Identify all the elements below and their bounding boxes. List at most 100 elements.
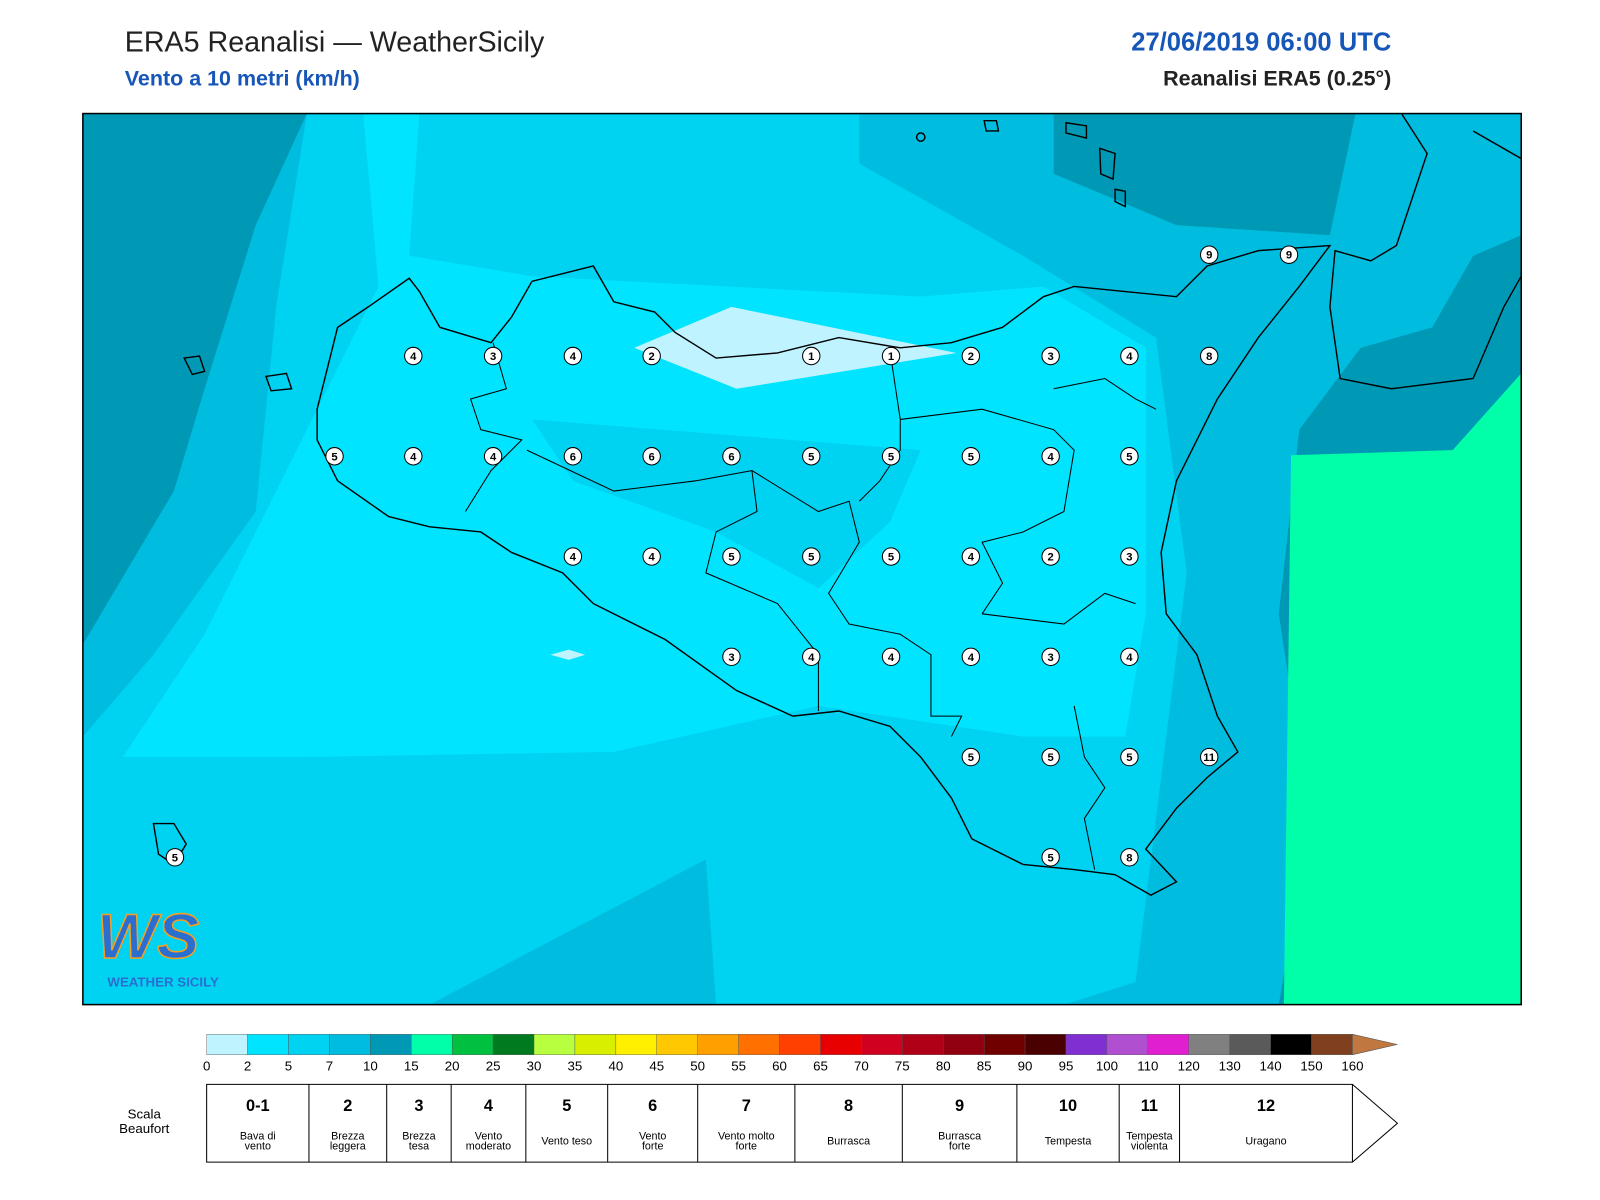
beaufort-desc: Bava di xyxy=(240,1130,276,1142)
station-value: 4 xyxy=(410,351,417,363)
station-marker xyxy=(1279,245,1299,264)
coastline xyxy=(1329,113,1522,390)
color-segment xyxy=(820,1034,862,1055)
station-value: 4 xyxy=(968,652,975,664)
colorbar-tick-label: 10 xyxy=(363,1059,378,1074)
color-segment xyxy=(1229,1034,1271,1055)
beaufort-desc: Vento molto xyxy=(718,1130,775,1142)
colorbar-tick-label: 2 xyxy=(244,1059,251,1074)
station-marker xyxy=(1041,747,1060,767)
beaufort-title: Beaufort xyxy=(119,1121,170,1136)
province-border xyxy=(465,342,1157,870)
station-marker xyxy=(1200,346,1219,366)
colorbar-tick-label: 60 xyxy=(772,1059,787,1074)
color-segment xyxy=(533,1034,576,1055)
beaufort-title: Scala xyxy=(128,1107,162,1122)
colorbar-tick-label: 110 xyxy=(1137,1059,1158,1074)
beaufort-frame xyxy=(206,1083,1399,1163)
station-marker xyxy=(1041,346,1060,366)
beaufort-force: 4 xyxy=(484,1097,494,1115)
station-value: 3 xyxy=(728,652,734,664)
color-segment xyxy=(329,1034,371,1055)
station-marker xyxy=(722,647,741,666)
colorbar-tick-label: 40 xyxy=(608,1059,623,1074)
station-marker xyxy=(1120,447,1139,466)
colorbar-tick-label: 5 xyxy=(285,1059,292,1074)
beaufort-force: 5 xyxy=(562,1097,571,1115)
colorbar-tick-label: 50 xyxy=(690,1059,705,1074)
station-marker xyxy=(1200,747,1219,767)
station-value: 5 xyxy=(1126,752,1132,764)
beaufort-desc: Burrasca xyxy=(827,1136,870,1148)
station-value: 3 xyxy=(490,351,496,363)
color-segment xyxy=(1270,1034,1312,1055)
station-marker xyxy=(1041,447,1060,466)
map-frame xyxy=(82,112,1522,1006)
color-segment xyxy=(615,1034,657,1055)
station-marker xyxy=(325,447,344,466)
station-marker xyxy=(1120,346,1139,366)
station-value: 4 xyxy=(1126,351,1133,363)
colorbar-tick-label: 30 xyxy=(527,1059,542,1074)
station-marker xyxy=(165,848,185,867)
station-value: 1 xyxy=(808,351,814,363)
color-segment xyxy=(1311,1034,1353,1055)
colorbar-tick-label: 45 xyxy=(649,1059,664,1074)
station-marker xyxy=(961,447,981,466)
station-marker xyxy=(1200,245,1219,264)
station-value: 4 xyxy=(1126,652,1133,664)
station-value: 5 xyxy=(968,752,974,764)
station-marker xyxy=(802,447,821,466)
color-segment xyxy=(983,1034,1026,1055)
color-segment xyxy=(779,1034,821,1055)
color-segment xyxy=(902,1034,944,1055)
station-marker xyxy=(483,447,503,466)
color-segment xyxy=(1065,1034,1108,1055)
station-value: 5 xyxy=(331,451,337,463)
wind-field xyxy=(550,649,586,660)
map-area xyxy=(82,113,1522,1005)
station-marker xyxy=(881,447,901,466)
station-marker xyxy=(881,647,901,666)
station-value: 4 xyxy=(570,552,577,564)
station-value: 3 xyxy=(1048,652,1054,664)
station-marker xyxy=(642,346,661,366)
station-marker xyxy=(722,447,741,466)
station-value: 4 xyxy=(570,351,577,363)
beaufort-desc: Uragano xyxy=(1245,1136,1286,1148)
station-marker xyxy=(802,547,821,566)
color-segment xyxy=(656,1034,698,1055)
station-value: 5 xyxy=(968,451,974,463)
color-segment xyxy=(738,1034,780,1055)
logo-name: WEATHER SICILY xyxy=(107,975,219,990)
beaufort-force: 0-1 xyxy=(246,1097,270,1115)
color-segment xyxy=(697,1034,739,1055)
title: ERA5 Reanalisi — WeatherSicily xyxy=(125,27,545,59)
wind-field xyxy=(82,113,307,645)
station-marker xyxy=(961,547,981,566)
station-marker xyxy=(802,647,821,666)
colorbar-tick-label: 90 xyxy=(1018,1059,1033,1074)
color-segment xyxy=(861,1034,903,1055)
colorbar-tick-label: 95 xyxy=(1059,1059,1074,1074)
station-marker xyxy=(642,547,661,566)
station-marker xyxy=(881,346,901,366)
station-marker xyxy=(1120,647,1139,666)
station-marker xyxy=(1120,848,1139,867)
wind-field xyxy=(1053,113,1356,236)
beaufort-desc: leggera xyxy=(330,1141,366,1153)
station-value: 3 xyxy=(1126,552,1132,564)
colorbar-tick-label: 7 xyxy=(326,1059,333,1074)
source: Reanalisi ERA5 (0.25°) xyxy=(1163,66,1391,90)
colorbar-tick-label: 100 xyxy=(1096,1059,1118,1074)
station-marker xyxy=(1041,547,1060,566)
station-value: 4 xyxy=(410,451,417,463)
station-value: 4 xyxy=(490,451,497,463)
station-value: 5 xyxy=(808,451,814,463)
color-segment xyxy=(451,1034,494,1055)
station-value: 4 xyxy=(649,552,656,564)
station-marker xyxy=(563,447,583,466)
